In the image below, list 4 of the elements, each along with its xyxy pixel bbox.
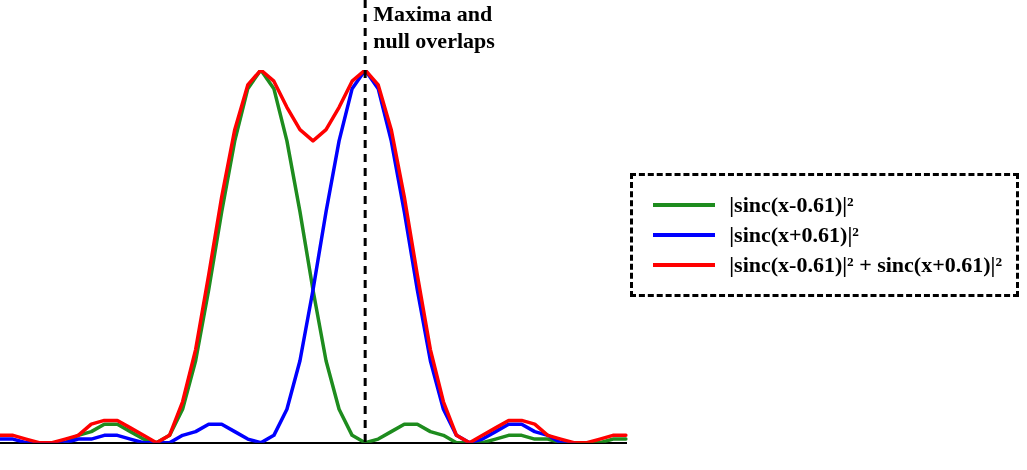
legend-label: |sinc(x+0.61)|² xyxy=(729,222,859,248)
legend-label: |sinc(x-0.61)|² xyxy=(729,192,854,218)
text: Maxima and null overlaps xyxy=(373,0,495,53)
legend-label: |sinc(x-0.61)|² + sinc(x+0.61)|² xyxy=(729,252,1002,278)
